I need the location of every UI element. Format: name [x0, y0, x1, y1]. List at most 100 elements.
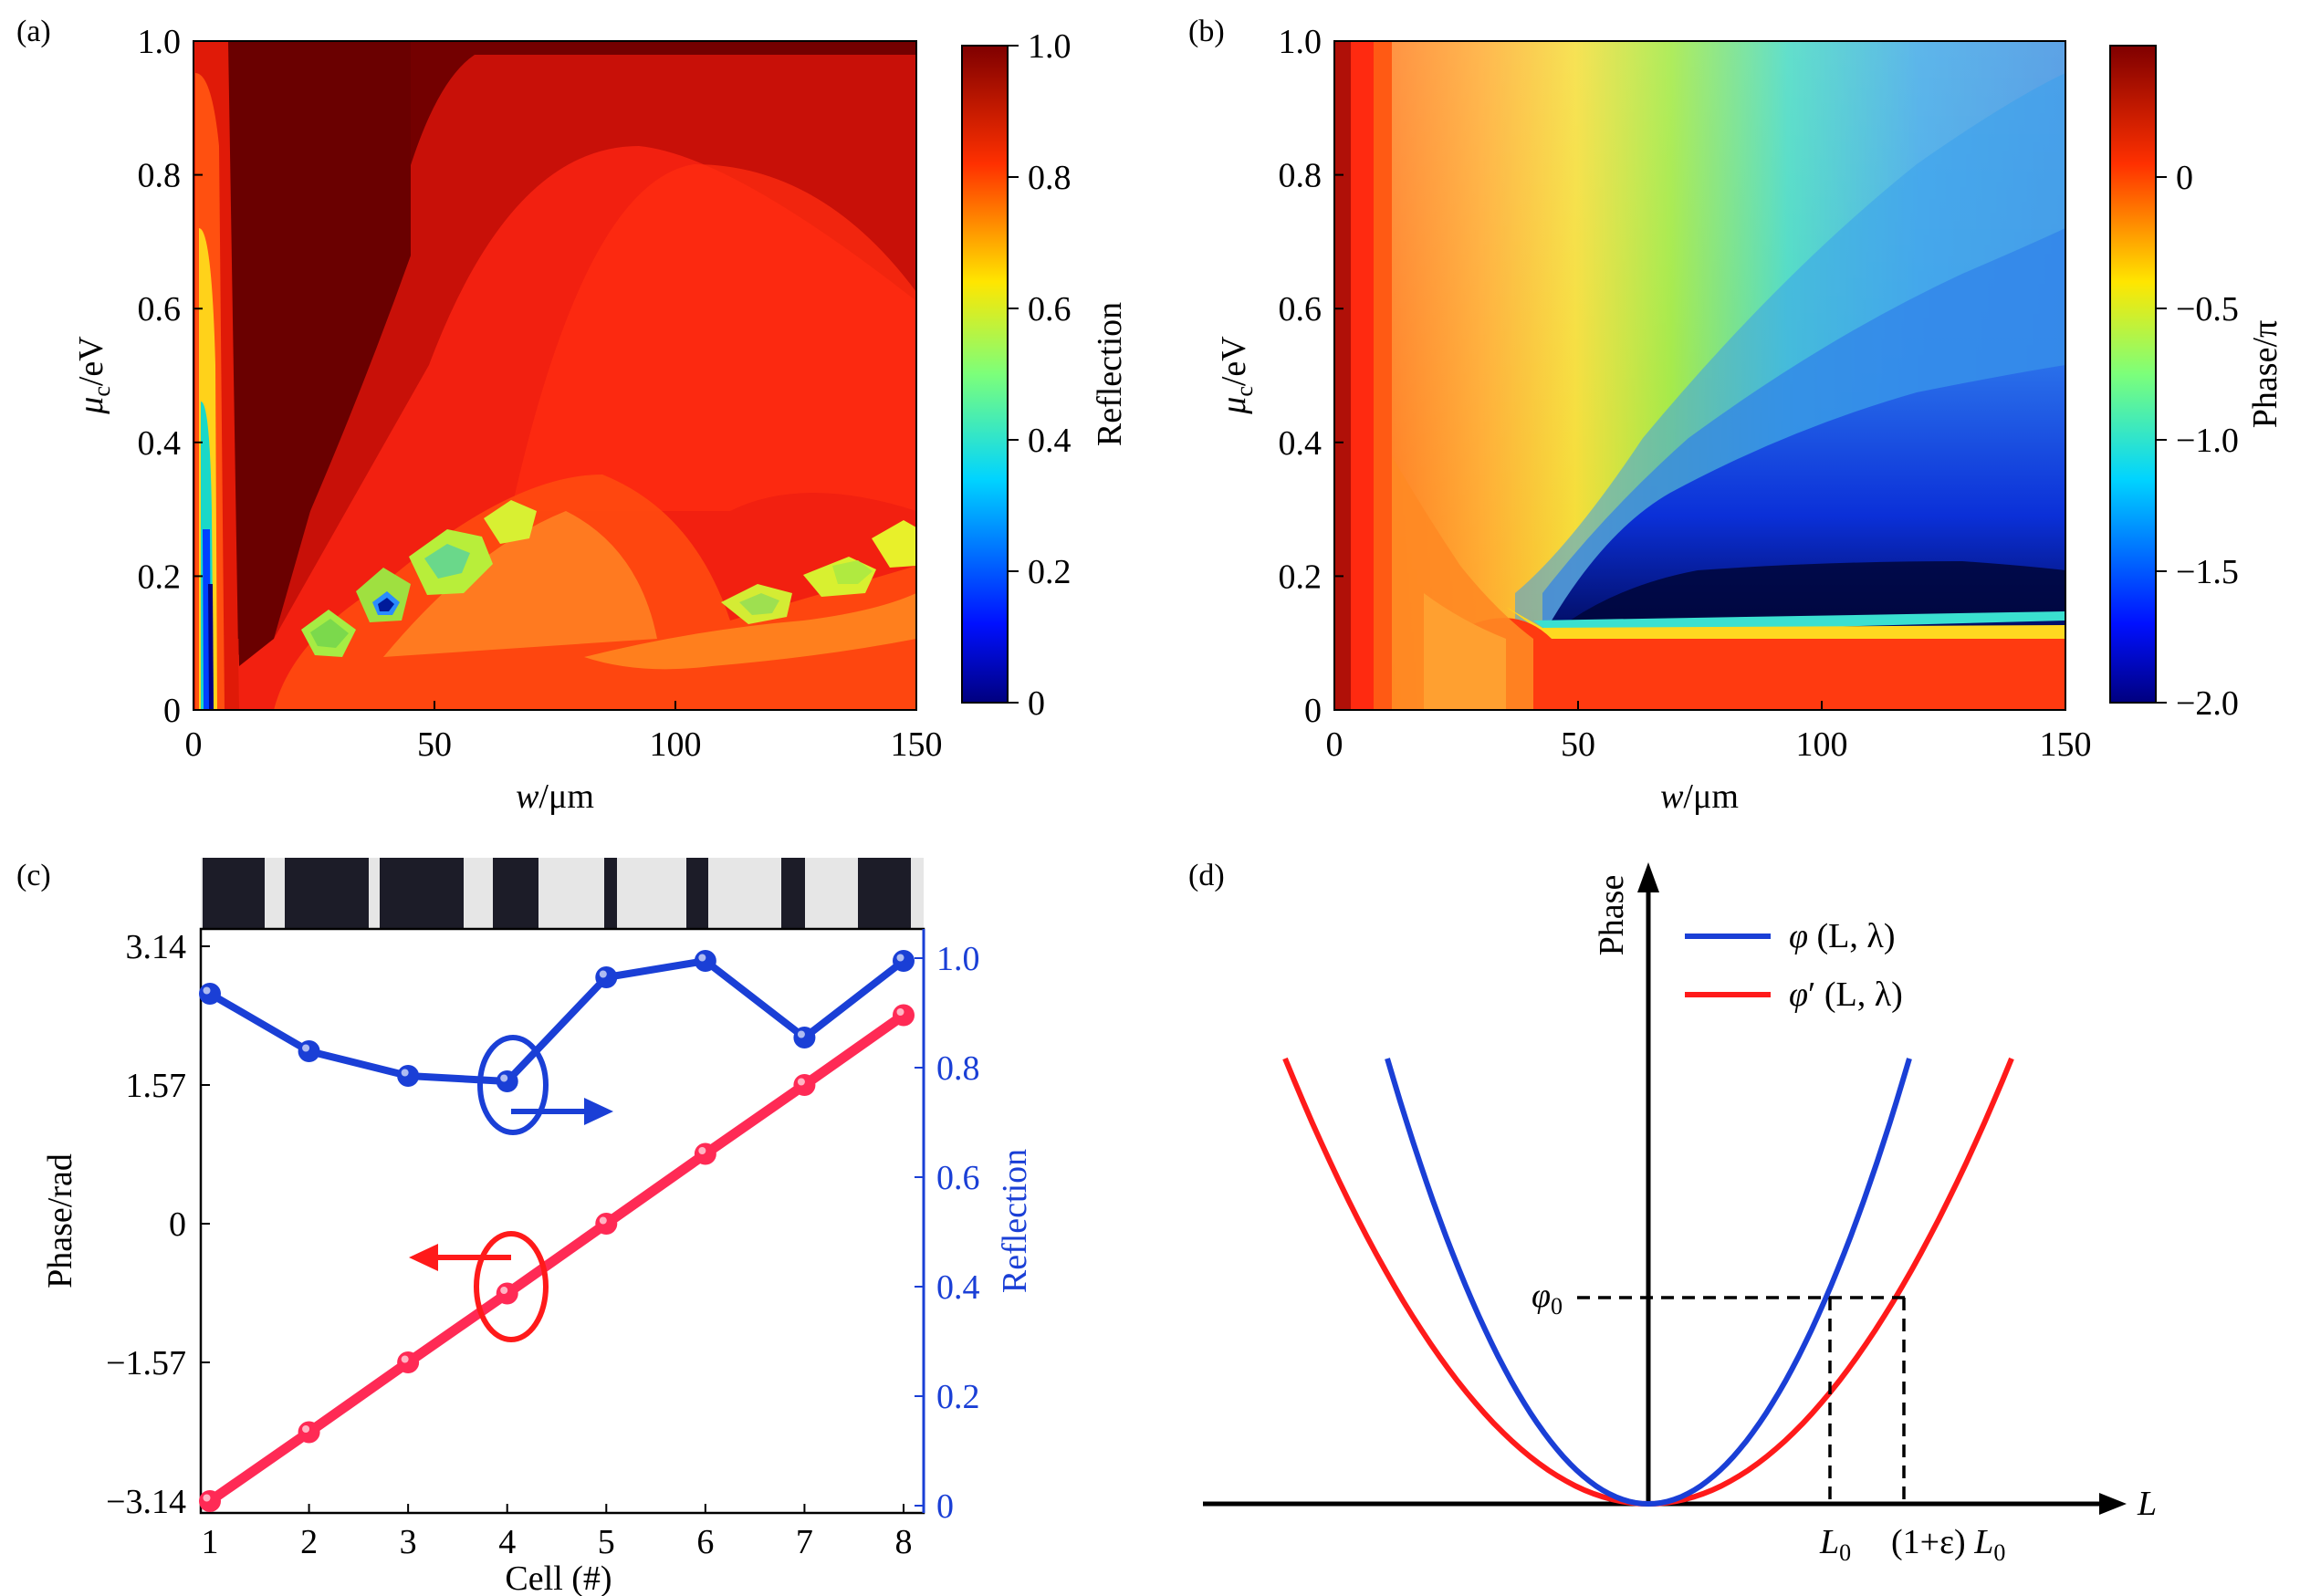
series-left-point-2 — [298, 1421, 320, 1444]
series-right-point-5 — [595, 966, 618, 988]
panel-d-phi0-label: φ0 — [1532, 1277, 1563, 1320]
panel-a-colorbar — [961, 45, 1009, 704]
panel-c-ylabel-left: Phase/rad — [41, 1153, 79, 1288]
series-left-point-6 — [694, 1142, 716, 1165]
panel-b: (b) 0 50 100 150 0 0.2 0.4 0.6 0.8 1.0 w/μm μc/e… — [1188, 15, 2284, 816]
point-highlight — [302, 1424, 310, 1433]
colorbar-tick-label: −1.5 — [2176, 553, 2239, 591]
panel-b-heatmap — [1334, 41, 2065, 710]
point-highlight — [401, 1355, 409, 1363]
panel-b-colorbar — [2109, 45, 2157, 704]
colorbar-tick-label: 0.4 — [1028, 422, 1072, 460]
x-tick-label: 50 — [1561, 725, 1595, 764]
panel-c-indicators — [409, 1035, 613, 1342]
right-tick-label: 0.4 — [936, 1268, 980, 1307]
x-tick-label: 2 — [300, 1523, 318, 1561]
x-tick-label: 6 — [696, 1523, 714, 1561]
x-tick-label: 0 — [1326, 725, 1343, 764]
point-highlight — [500, 1286, 508, 1294]
panel-c-unit-cell-strip — [201, 858, 924, 929]
y-tick-label: 0 — [163, 692, 181, 730]
point-highlight — [797, 1030, 805, 1038]
panel-a-colorbar-ticks: 0 0.2 0.4 0.6 0.8 1.0 — [1008, 27, 1072, 723]
y-tick-label: 0.2 — [1279, 558, 1322, 596]
series-left-point-5 — [595, 1213, 618, 1235]
point-highlight — [203, 1494, 211, 1502]
panel-b-colorbar-label: Phase/π — [2246, 320, 2284, 428]
panel-d-curve-phi — [1385, 1058, 1912, 1507]
colorbar-tick-label: 0 — [1028, 684, 1045, 723]
panel-a-heatmap — [193, 41, 916, 710]
point-highlight — [698, 954, 706, 962]
panel-d-ylabel: Phase — [1593, 875, 1631, 956]
point-highlight — [599, 970, 607, 978]
x-tick-label: 100 — [650, 725, 702, 764]
x-tick-label: 0 — [185, 725, 203, 764]
series-right-point-2 — [298, 1040, 320, 1062]
point-highlight — [302, 1044, 310, 1052]
y-tick-label: 0.6 — [138, 290, 182, 329]
panel-b-label: (b) — [1188, 15, 1225, 48]
colorbar-tick-label: 1.0 — [1028, 27, 1072, 66]
colorbar-tick-label: −1.0 — [2176, 422, 2239, 460]
x-tick-label: 50 — [417, 725, 452, 764]
y-tick-label: −1.57 — [106, 1344, 186, 1382]
panel-d-legend: φ (L, λ) φ′ (L, λ) — [1685, 917, 1903, 1014]
x-tick-label: 1 — [202, 1523, 219, 1561]
panel-d-L0-label: L0 — [1819, 1523, 1851, 1566]
series-right-point-1 — [199, 983, 221, 1005]
panel-a-ylabel: μc/eV — [72, 336, 115, 415]
right-tick-label: 1.0 — [936, 940, 980, 978]
panel-a-colorbar-label: Reflection — [1091, 302, 1129, 446]
right-tick-label: 0.6 — [936, 1159, 980, 1197]
y-tick-label: 0.2 — [138, 558, 182, 596]
x-tick-label: 150 — [2040, 725, 2092, 764]
point-highlight — [698, 1147, 706, 1155]
y-tick-label: 0 — [1304, 692, 1322, 730]
colorbar-tick-label: 0.8 — [1028, 159, 1072, 197]
panel-c-ylabel-right: Reflection — [996, 1149, 1034, 1293]
panel-d-L1-label: (1+ε) L0 — [1891, 1523, 2005, 1566]
legend-phi-prime-label: φ′ (L, λ) — [1789, 975, 1903, 1014]
point-highlight — [896, 1008, 904, 1017]
point-highlight — [203, 986, 211, 995]
point-highlight — [797, 1078, 805, 1086]
y-tick-label: 3.14 — [126, 928, 187, 966]
x-tick-label: 7 — [796, 1523, 813, 1561]
panel-a-xlabel: w/μm — [516, 777, 594, 816]
x-tick-label: 100 — [1796, 725, 1848, 764]
y-tick-label: 0.4 — [138, 424, 182, 463]
panel-c-label: (c) — [16, 859, 51, 892]
panel-b-y-ticks: 0 0.2 0.4 0.6 0.8 1.0 — [1279, 23, 1343, 730]
legend-phi-label: φ (L, λ) — [1789, 917, 1895, 955]
panel-c-series — [199, 950, 915, 1512]
series-left-point-7 — [793, 1074, 816, 1096]
x-tick-label: 8 — [895, 1523, 913, 1561]
series-right-point-6 — [694, 950, 716, 972]
panel-c-left-ticks: −3.14 −1.57 0 1.57 3.14 — [106, 928, 210, 1521]
y-tick-label: −3.14 — [106, 1483, 186, 1521]
panel-c: (c) 1 2 3 4 5 6 7 8 −3.14 −1.57 0 1.57 3.14 0 0.2 0.4… — [16, 858, 1034, 1596]
panel-a-y-ticks: 0 0.2 0.4 0.6 0.8 1.0 — [138, 23, 203, 730]
series-left-point-4 — [496, 1282, 518, 1305]
panel-d-label: (d) — [1188, 859, 1225, 892]
colorbar-tick-label: 0.2 — [1028, 553, 1072, 591]
y-tick-label: 0 — [169, 1205, 186, 1244]
panel-a-x-ticks: 0 50 100 150 — [185, 701, 943, 764]
colorbar-tick-label: 0 — [2176, 159, 2193, 197]
y-tick-label: 0.6 — [1279, 290, 1322, 329]
series-right-line — [207, 957, 906, 1085]
panel-a: (a) — [16, 15, 1129, 816]
x-tick-label: 4 — [498, 1523, 516, 1561]
panel-c-right-ticks: 0 0.2 0.4 0.6 0.8 1.0 — [915, 940, 980, 1526]
panel-c-x-ticks: 1 2 3 4 5 6 7 8 — [202, 1504, 913, 1561]
right-tick-label: 0.2 — [936, 1378, 980, 1416]
y-tick-label: 0.8 — [1279, 157, 1322, 195]
right-tick-label: 0 — [936, 1487, 954, 1526]
point-highlight — [401, 1069, 409, 1077]
point-highlight — [500, 1074, 508, 1082]
panel-d-x-arrow — [2099, 1493, 2127, 1515]
y-tick-label: 0.8 — [138, 157, 182, 195]
series-right-point-7 — [793, 1027, 816, 1048]
